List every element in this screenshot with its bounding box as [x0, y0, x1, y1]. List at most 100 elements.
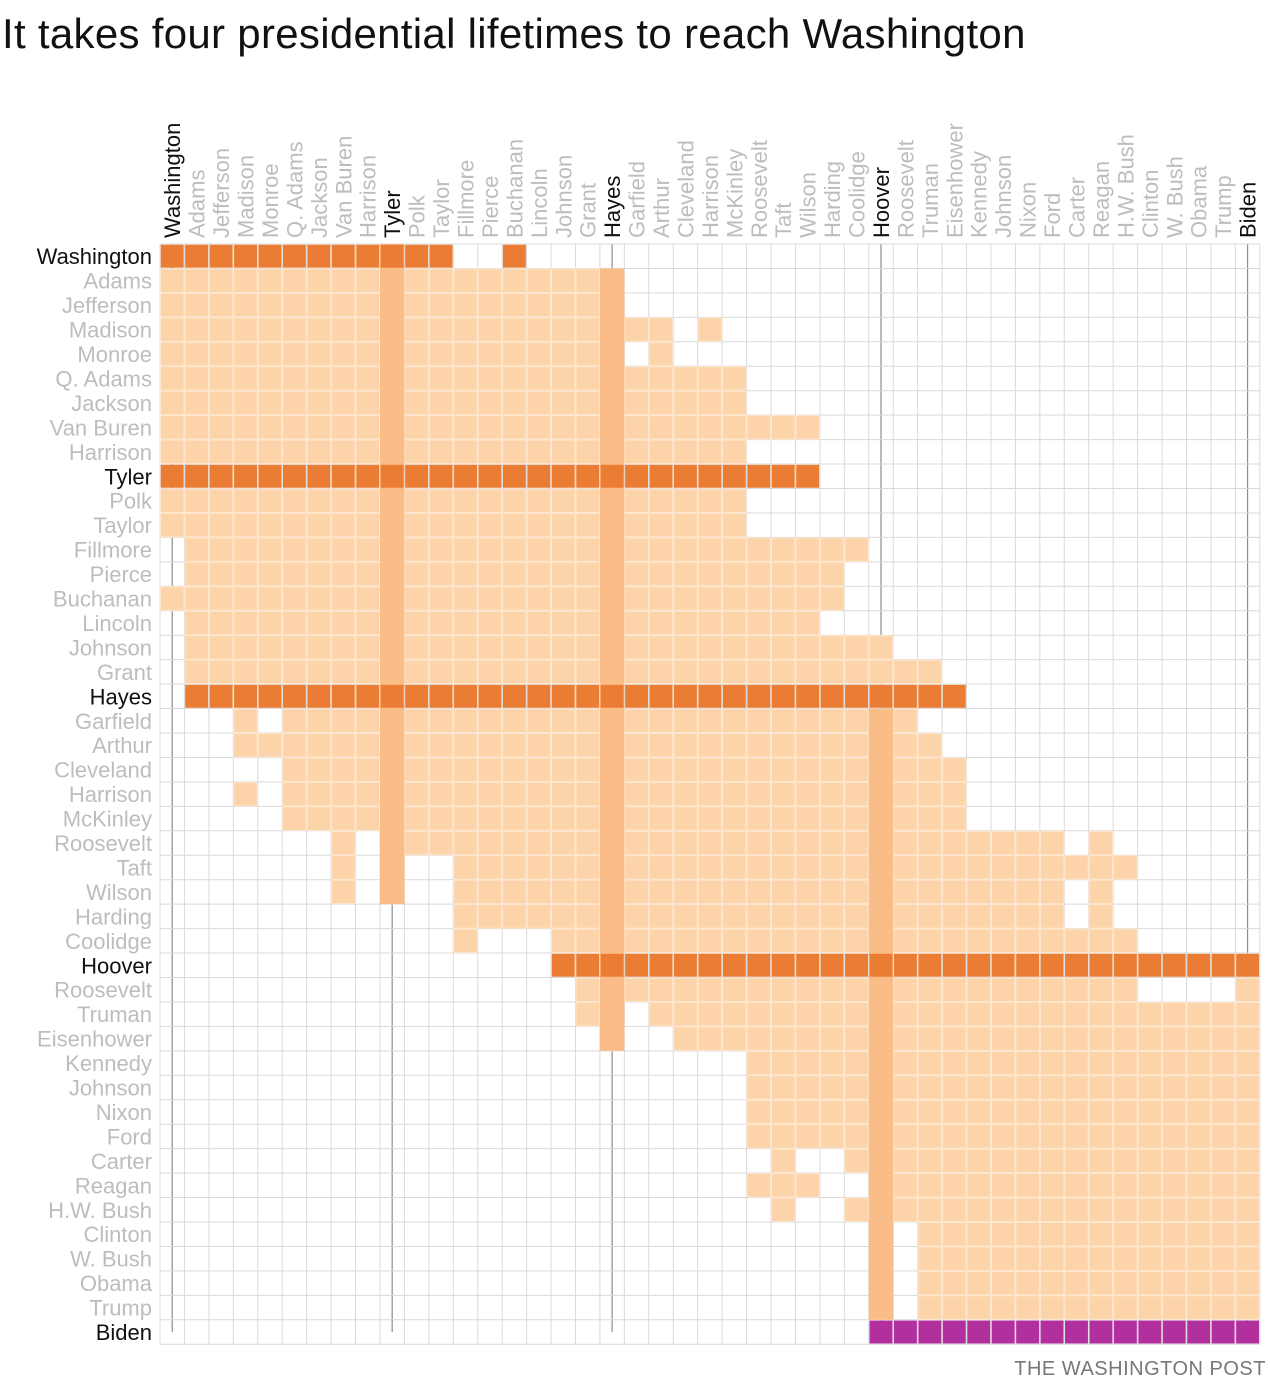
overlap-cell	[233, 488, 258, 513]
overlap-cell	[1039, 1075, 1065, 1100]
overlap-cell	[184, 561, 209, 587]
overlap-cell	[526, 708, 552, 733]
overlap-cell	[893, 1026, 918, 1051]
overlap-cell	[575, 317, 600, 342]
overlap-cell	[1235, 1270, 1260, 1296]
overlap-cell	[746, 659, 771, 685]
overlap-cell	[1137, 1050, 1163, 1076]
overlap-cell	[917, 1295, 943, 1320]
overlap-cell	[1162, 1026, 1187, 1051]
overlap-cell	[453, 390, 478, 416]
overlap-cell	[795, 1026, 820, 1051]
overlap-cell	[1039, 928, 1065, 954]
overlap-cell	[502, 855, 527, 880]
chain-cell-biden	[967, 1320, 991, 1344]
overlap-cell	[453, 512, 478, 538]
overlap-cell	[819, 879, 845, 905]
overlap-band	[331, 855, 356, 880]
overlap-cell	[306, 415, 332, 440]
chain-cell-hoover	[1040, 953, 1064, 977]
overlap-cell	[893, 1099, 918, 1125]
overlap-cell	[942, 977, 967, 1002]
overlap-cell	[428, 708, 454, 733]
overlap-band	[453, 855, 1138, 880]
overlap-cell	[771, 1001, 796, 1027]
column-label: Harrison	[356, 155, 381, 238]
overlap-cell	[990, 1197, 1016, 1223]
overlap-cell	[184, 488, 209, 513]
overlap-cell	[795, 415, 820, 440]
overlap-cell	[331, 366, 356, 391]
overlap-cell	[917, 733, 943, 758]
overlap-cell	[428, 830, 454, 856]
chain-cell-hoover	[1211, 953, 1235, 977]
column-label: Van Buren	[331, 136, 356, 238]
overlap-cell	[160, 512, 185, 538]
overlap-cell	[233, 781, 258, 807]
overlap-cell	[1015, 928, 1040, 954]
overlap-cell	[771, 1099, 796, 1125]
overlap-cell	[771, 977, 796, 1002]
overlap-cell	[428, 610, 454, 636]
overlap-cell	[551, 928, 576, 954]
overlap-cell	[502, 390, 527, 416]
overlap-cell	[771, 904, 796, 929]
row-label: Carter	[91, 1149, 152, 1174]
overlap-cell	[771, 855, 796, 880]
overlap-cell	[1210, 1197, 1236, 1223]
overlap-cell	[868, 635, 894, 660]
column-label: Monroe	[258, 163, 283, 238]
overlap-cell	[306, 317, 332, 342]
overlap-cell	[184, 512, 209, 538]
overlap-cell	[453, 708, 478, 733]
row-label: Monroe	[77, 342, 152, 367]
overlap-cell	[1088, 1148, 1114, 1174]
overlap-cell	[697, 317, 723, 342]
overlap-cell	[1039, 1050, 1065, 1076]
overlap-cell	[257, 341, 283, 367]
chain-cell-tyler	[307, 464, 331, 488]
overlap-cell	[1088, 1124, 1114, 1149]
overlap-cell	[673, 390, 698, 416]
overlap-cell	[868, 659, 894, 685]
overlap-cell	[1113, 1173, 1138, 1198]
overlap-cell	[893, 879, 918, 905]
chain-cell-biden	[1113, 1320, 1137, 1344]
overlap-cell	[428, 586, 454, 611]
overlap-cell	[917, 757, 943, 782]
overlap-cell	[282, 635, 307, 660]
overlap-cell	[257, 488, 283, 513]
overlap-cell	[551, 341, 576, 367]
chain-cell-hayes	[625, 684, 649, 708]
overlap-cell	[331, 390, 356, 416]
overlap-cell	[819, 1001, 845, 1027]
overlap-cell	[893, 781, 918, 807]
overlap-cell	[575, 659, 600, 685]
overlap-cell	[1015, 1295, 1040, 1320]
overlap-cell	[624, 928, 649, 954]
row-label: Lincoln	[82, 611, 152, 636]
overlap-cell	[233, 537, 258, 562]
overlap-cell	[1015, 1099, 1040, 1125]
overlap-cell	[306, 341, 332, 367]
overlap-cell	[355, 733, 380, 758]
overlap-cell	[208, 317, 234, 342]
overlap-cell	[331, 292, 356, 318]
overlap-cell	[551, 317, 576, 342]
chain-cell-hayes	[771, 684, 795, 708]
overlap-cell	[966, 830, 991, 856]
overlap-cell	[746, 586, 771, 611]
column-label: Roosevelt	[747, 140, 772, 238]
overlap-cell	[453, 292, 478, 318]
overlap-cell	[1113, 1026, 1138, 1051]
overlap-cell	[771, 879, 796, 905]
overlap-cell	[1064, 1050, 1089, 1076]
overlap-cell	[697, 708, 723, 733]
row-label: Johnson	[69, 1076, 152, 1101]
overlap-cell	[551, 512, 576, 538]
overlap-cell	[648, 415, 674, 440]
overlap-cell	[331, 659, 356, 685]
overlap-cell	[1162, 1295, 1187, 1320]
overlap-cell	[477, 635, 503, 660]
overlap-cell	[795, 635, 820, 660]
